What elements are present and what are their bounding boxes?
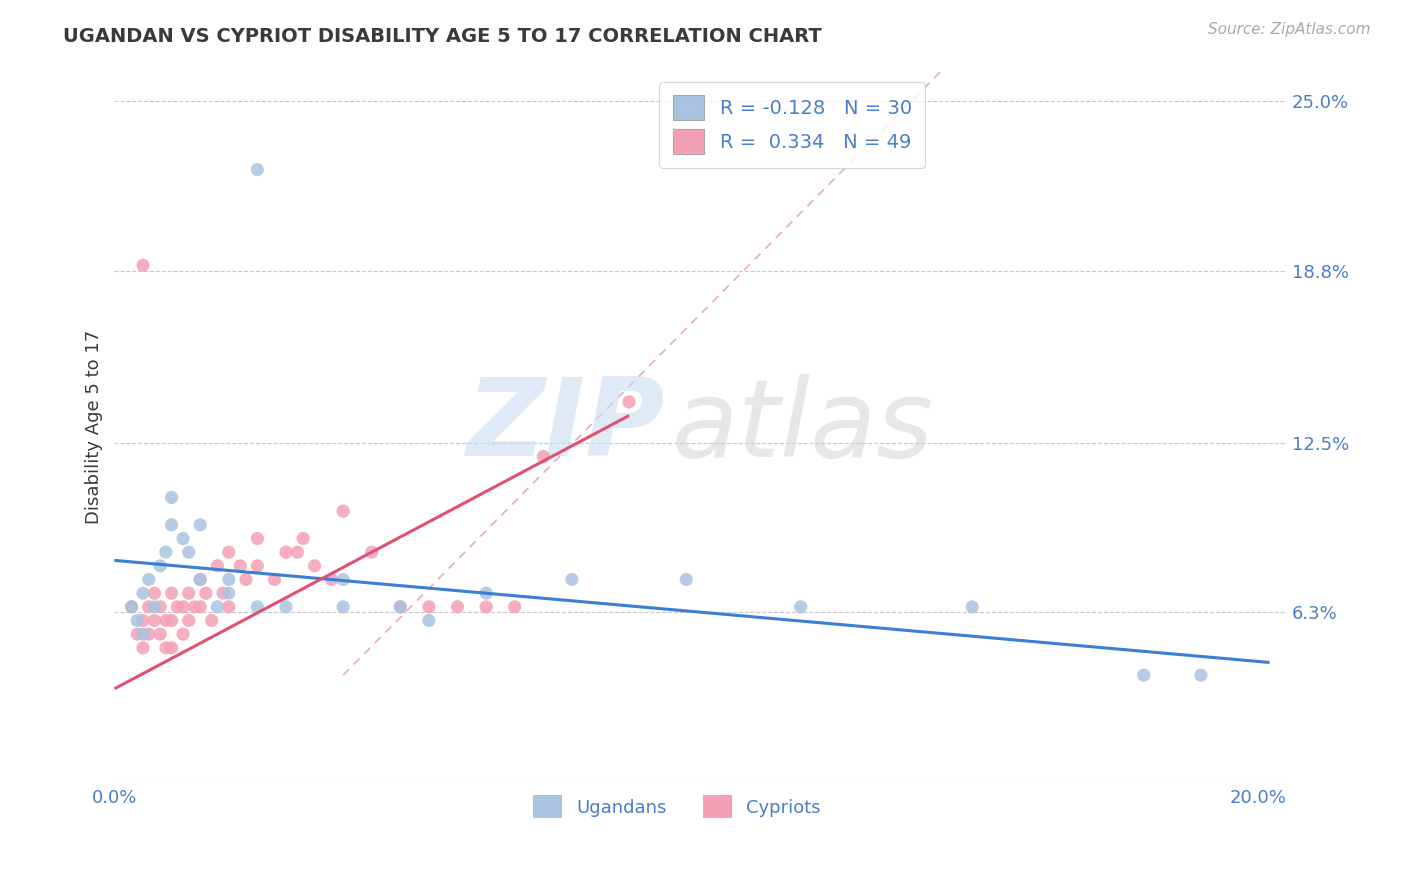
Point [332,573,354,587]
Point [172,627,194,641]
Point [360,545,382,559]
Point [218,573,240,587]
Point [446,599,468,614]
Point [617,395,640,409]
Point [149,558,172,573]
Point [143,586,166,600]
Point [127,614,149,628]
Point [218,545,240,559]
Point [172,532,194,546]
Point [172,599,194,614]
Point [138,627,160,641]
Point [212,586,235,600]
Point [675,573,697,587]
Point [166,599,188,614]
Point [188,573,211,587]
Legend: Ugandans, Cypriots: Ugandans, Cypriots [526,788,828,825]
Point [207,558,229,573]
Point [1132,668,1154,682]
Point [183,599,205,614]
Point [121,599,143,614]
Point [149,627,172,641]
Point [418,599,440,614]
Point [218,599,240,614]
Point [160,586,183,600]
Point [207,599,229,614]
Point [132,640,155,655]
Point [155,640,177,655]
Point [389,599,412,614]
Point [132,586,155,600]
Text: ZIP: ZIP [467,374,665,480]
Point [332,599,354,614]
Point [188,573,211,587]
Point [138,599,160,614]
Point [177,545,200,559]
Point [194,586,217,600]
Text: Source: ZipAtlas.com: Source: ZipAtlas.com [1208,22,1371,37]
Point [789,599,811,614]
Text: atlas: atlas [671,374,934,479]
Point [235,573,257,587]
Point [201,614,224,628]
Point [246,162,269,177]
Point [160,614,183,628]
Point [127,627,149,641]
Point [229,558,252,573]
Y-axis label: Disability Age 5 to 17: Disability Age 5 to 17 [86,329,103,524]
Point [246,599,269,614]
Point [188,517,211,532]
Point [321,573,343,587]
Point [263,573,285,587]
Point [503,599,526,614]
Point [160,517,183,532]
Point [960,599,983,614]
Point [475,586,498,600]
Point [218,586,240,600]
Point [389,599,412,614]
Point [132,614,155,628]
Point [1189,668,1212,682]
Point [332,504,354,518]
Point [155,614,177,628]
Point [132,258,155,272]
Point [246,558,269,573]
Point [304,558,326,573]
Point [143,599,166,614]
Point [138,573,160,587]
Point [132,627,155,641]
Point [475,599,498,614]
Point [287,545,309,559]
Point [160,491,183,505]
Point [561,573,583,587]
Point [177,586,200,600]
Point [274,599,297,614]
Point [177,614,200,628]
Point [188,599,211,614]
Point [418,614,440,628]
Point [292,532,315,546]
Point [246,532,269,546]
Point [274,545,297,559]
Text: UGANDAN VS CYPRIOT DISABILITY AGE 5 TO 17 CORRELATION CHART: UGANDAN VS CYPRIOT DISABILITY AGE 5 TO 1… [63,27,823,45]
Point [155,545,177,559]
Point [160,640,183,655]
Point [143,614,166,628]
Point [531,450,554,464]
Point [149,599,172,614]
Point [121,599,143,614]
